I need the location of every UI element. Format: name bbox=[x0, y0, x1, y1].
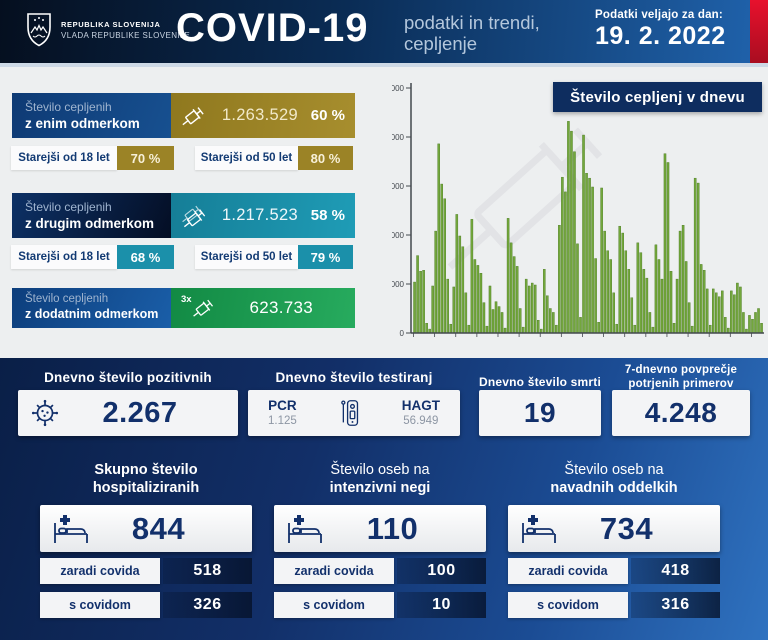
svg-text:0: 0 bbox=[400, 329, 405, 338]
lower-section: Dnevno število pozitivnih 2.267 Dnevno š… bbox=[0, 358, 768, 640]
svg-text:15000: 15000 bbox=[392, 182, 405, 191]
hosp-icu-title: Število oseb na intenzivni negi bbox=[329, 462, 431, 496]
svg-text:5000: 5000 bbox=[392, 280, 405, 289]
hosp-ward-value: 734 bbox=[599, 510, 654, 546]
header: REPUBLIKA SLOVENIJA VLADA REPUBLIKE SLOV… bbox=[0, 0, 768, 63]
deaths-value: 19 bbox=[523, 397, 557, 428]
hosp-ward-with-row: s covidom 316 bbox=[508, 592, 720, 618]
deaths-title: Dnevno število smrti bbox=[478, 375, 602, 389]
pcr-stat: PCR 1.125 bbox=[268, 397, 297, 427]
booster-count: 623.733 bbox=[249, 298, 314, 317]
daily-vaccinations-chart: 0 5000 10000 15000 20000 25000 bbox=[392, 83, 764, 338]
hosp-total-with-value: 326 bbox=[163, 592, 252, 618]
positives-box: 2.267 bbox=[18, 390, 238, 436]
second-dose-count: 1.217.523 bbox=[221, 206, 298, 224]
syringe-icon bbox=[182, 106, 204, 125]
red-accent-stripe bbox=[750, 0, 768, 63]
hosp-icu-with-row: s covidom 10 bbox=[274, 592, 486, 618]
avg7-title: 7-dnevno povprečje potrjenih primerov bbox=[624, 364, 738, 390]
second-dose-age18-percent: 68 % bbox=[117, 245, 174, 269]
double-syringe-icon bbox=[182, 205, 206, 227]
svg-text:20000: 20000 bbox=[392, 133, 405, 142]
booster-syringe-icon bbox=[192, 299, 213, 317]
avg7-box: 4.248 bbox=[612, 390, 750, 436]
positives-value: 2.267 bbox=[102, 396, 178, 429]
first-dose-percent: 60 % bbox=[310, 107, 345, 124]
positives-title: Dnevno število pozitivnih bbox=[44, 370, 212, 385]
vaccination-section: Število cepljenih z enim odmerkom 1.263.… bbox=[0, 67, 768, 358]
second-dose-age18-label: Starejši od 18 let bbox=[11, 245, 117, 269]
hosp-icu-due-value: 100 bbox=[397, 558, 486, 584]
government-logo: REPUBLIKA SLOVENIJA VLADA REPUBLIKE SLOV… bbox=[26, 13, 190, 47]
first-dose-age18-percent: 70 % bbox=[117, 146, 174, 170]
hosp-icu-box: 110 bbox=[274, 505, 486, 552]
second-dose-value-box: 1.217.523 58 % bbox=[171, 193, 355, 238]
date-label: Podatki veljajo za dan: bbox=[595, 9, 723, 21]
second-dose-age50-percent: 79 % bbox=[298, 245, 353, 269]
avg7-value: 4.248 bbox=[644, 397, 718, 428]
svg-text:25000: 25000 bbox=[392, 84, 405, 93]
logo-line2: VLADA REPUBLIKE SLOVENIJE bbox=[61, 31, 191, 40]
page-subtitle: podatki in trendi, cepljenje bbox=[404, 12, 540, 54]
first-dose-value-box: 1.263.529 60 % bbox=[171, 93, 355, 138]
header-separator bbox=[0, 63, 768, 67]
antigen-test-icon bbox=[341, 400, 359, 426]
second-dose-percent: 58 % bbox=[310, 207, 345, 224]
hosp-ward-due-value: 418 bbox=[631, 558, 720, 584]
hosp-icu-with-value: 10 bbox=[397, 592, 486, 618]
tests-box: PCR 1.125 HAGT 56.949 bbox=[248, 390, 460, 436]
hosp-total-title: Skupno število hospitaliziranih bbox=[92, 462, 200, 496]
hosp-ward-box: 734 bbox=[508, 505, 720, 552]
virus-icon bbox=[31, 399, 59, 427]
booster-dose-value-box: 3x 623.733 bbox=[171, 288, 355, 328]
first-dose-age50-percent: 80 % bbox=[298, 146, 353, 170]
hosp-ward-due-row: zaradi covida 418 bbox=[508, 558, 720, 584]
date-value: 19. 2. 2022 bbox=[595, 22, 726, 50]
logo-line1: REPUBLIKA SLOVENIJA bbox=[61, 20, 161, 29]
booster-dose-label: Število cepljenih z dodatnim odmerkom bbox=[12, 288, 171, 328]
slovenia-coat-of-arms-icon bbox=[27, 13, 51, 47]
hosp-ward-with-value: 316 bbox=[631, 592, 720, 618]
hosp-total-due-value: 518 bbox=[163, 558, 252, 584]
second-dose-age50-label: Starejši od 50 let bbox=[195, 245, 298, 269]
page-title: COVID-19 bbox=[176, 6, 369, 50]
second-dose-label: Število cepljenih z drugim odmerkom bbox=[12, 193, 171, 238]
hosp-total-due-row: zaradi covida 518 bbox=[40, 558, 252, 584]
hosp-total-box: 844 bbox=[40, 505, 252, 552]
hosp-icu-value: 110 bbox=[366, 510, 419, 546]
hosp-ward-title: Število oseb na navadnih oddelkih bbox=[550, 462, 678, 496]
first-dose-age18-label: Starejši od 18 let bbox=[11, 146, 117, 170]
first-dose-label: Število cepljenih z enim odmerkom bbox=[12, 93, 171, 138]
hosp-total-with-row: s covidom 326 bbox=[40, 592, 252, 618]
hospital-bed-icon bbox=[288, 514, 322, 543]
hospital-bed-icon bbox=[522, 514, 556, 543]
hosp-icu-due-row: zaradi covida 100 bbox=[274, 558, 486, 584]
hosp-total-value: 844 bbox=[131, 510, 186, 546]
deaths-box: 19 bbox=[479, 390, 601, 436]
hospital-bed-icon bbox=[54, 514, 88, 543]
hagt-stat: HAGT 56.949 bbox=[401, 397, 440, 427]
tests-title: Dnevno število testiranj bbox=[275, 370, 433, 385]
chart-title-badge: Število cepljenj v dnevu bbox=[553, 82, 762, 112]
data-date: Podatki veljajo za dan: 19. 2. 2022 bbox=[595, 9, 726, 51]
svg-text:10000: 10000 bbox=[392, 231, 405, 240]
booster-multiplier: 3x bbox=[181, 293, 192, 305]
first-dose-count: 1.263.529 bbox=[221, 106, 298, 124]
first-dose-age50-label: Starejši od 50 let bbox=[195, 146, 298, 170]
